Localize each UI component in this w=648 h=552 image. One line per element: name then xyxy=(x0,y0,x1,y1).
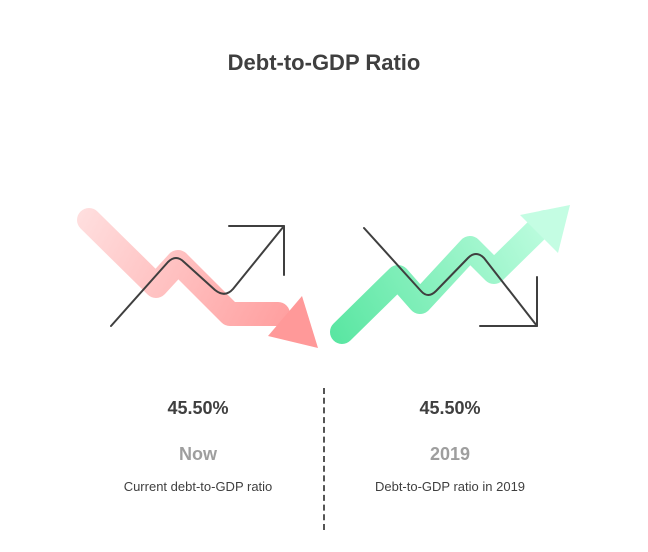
current-value: 45.50% xyxy=(167,398,229,418)
previous-description: Debt-to-GDP ratio in 2019 xyxy=(374,479,526,494)
trend-down-line-icon xyxy=(363,227,538,327)
previous-period: 2019 xyxy=(429,444,471,464)
trend-up-arrow-icon xyxy=(330,205,570,344)
trend-up-line-icon xyxy=(110,225,285,327)
trend-down-arrow-icon xyxy=(77,208,318,348)
current-description: Current debt-to-GDP ratio xyxy=(123,479,273,494)
dashed-divider xyxy=(323,388,325,530)
previous-stat: 45.50% 2019 Debt-to-GDP ratio in 2019 xyxy=(320,396,580,496)
previous-value: 45.50% xyxy=(419,398,481,418)
current-stat: 45.50% Now Current debt-to-GDP ratio xyxy=(68,396,328,496)
page-title: Debt-to-GDP Ratio xyxy=(227,50,421,75)
current-period: Now xyxy=(179,444,217,464)
